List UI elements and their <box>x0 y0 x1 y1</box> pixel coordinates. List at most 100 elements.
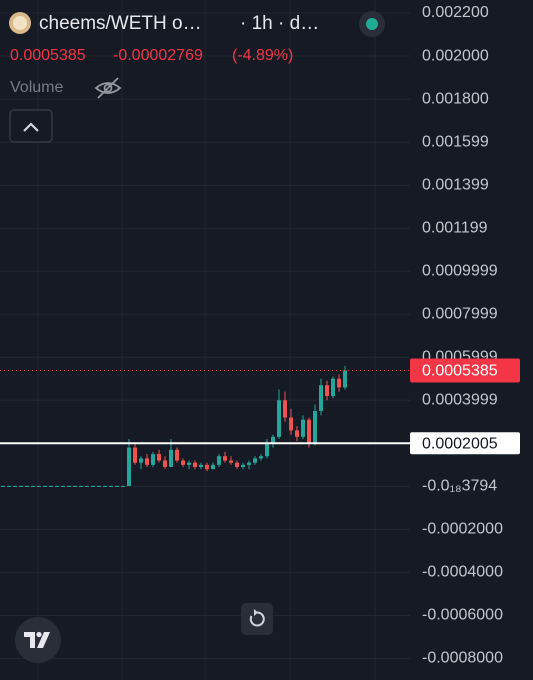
chevron-up <box>23 122 39 132</box>
candle-body <box>43 485 47 487</box>
price-label: 0.0005385 <box>422 363 498 380</box>
candle-body <box>97 485 101 487</box>
token-icon-inner <box>13 16 27 30</box>
y-tick-label: -0.0002000 <box>422 521 503 538</box>
button-frame <box>9 109 53 143</box>
candle-body <box>277 400 281 437</box>
eye-slash <box>97 77 119 99</box>
candle-body <box>79 485 83 487</box>
y-tick-label: 0.002200 <box>422 4 489 21</box>
collapse-button[interactable] <box>9 109 53 143</box>
candle-body <box>343 370 347 388</box>
candle-body <box>337 378 341 388</box>
candle-body <box>139 458 143 463</box>
horizontal-line-label: 0.0002005 <box>422 435 498 452</box>
reset-arrow <box>254 609 258 616</box>
hide-volume-icon[interactable] <box>94 77 122 99</box>
candle-body <box>169 449 173 467</box>
candle-body <box>283 400 287 418</box>
candle-body <box>163 460 167 467</box>
candle-body <box>55 485 59 487</box>
y-tick-label: 0.0003999 <box>422 392 498 409</box>
interval-info[interactable]: · 1h · d… <box>240 13 319 34</box>
horizontal-grid <box>0 12 410 659</box>
y-tick-label: -0.0006000 <box>422 607 503 624</box>
status-dot <box>366 18 378 30</box>
reset-button[interactable] <box>241 603 273 635</box>
candle-body <box>127 447 131 486</box>
y-tick-label: 0.001199 <box>422 220 488 237</box>
candle-body <box>193 462 197 467</box>
last-price: 0.0005385 <box>10 47 86 64</box>
candle-body <box>181 460 185 465</box>
candle-body <box>157 454 161 461</box>
candle-body <box>199 464 203 467</box>
logo-dot <box>36 631 42 638</box>
candle-body <box>205 464 209 470</box>
candle-body <box>103 485 107 487</box>
candle-body <box>295 430 299 437</box>
y-tick-label: 0.001599 <box>422 134 489 151</box>
eye-pupil <box>103 83 113 93</box>
y-tick-label: -0.0004000 <box>422 564 503 581</box>
candle-body <box>7 485 11 487</box>
candle-body <box>265 443 269 457</box>
y-tick-label: -0.0₁₈3794 <box>422 478 497 495</box>
button-frame <box>241 603 273 635</box>
logo-v <box>37 632 50 648</box>
volume-label[interactable]: Volume <box>10 79 63 96</box>
y-tick-label: 0.0009999 <box>422 262 498 279</box>
plot-area <box>0 365 410 487</box>
candle-body <box>175 449 179 461</box>
candle-body <box>49 485 53 487</box>
price-axis: 0.002200 0.002000 0.001800 0.001599 0.001399… <box>410 4 520 667</box>
symbol-title[interactable]: cheems/WETH o… <box>39 13 202 34</box>
candle-body <box>271 436 275 444</box>
candle-body <box>73 485 77 487</box>
price-change: -0.00002769 <box>113 47 203 64</box>
candle-body <box>187 462 191 465</box>
candle-body <box>1 485 5 487</box>
candle-body <box>253 458 257 463</box>
candle-body <box>61 485 65 487</box>
y-tick-label: 0.001800 <box>422 90 489 107</box>
candle-body <box>319 385 323 412</box>
candle-body <box>151 454 155 465</box>
price-label-box <box>410 358 520 383</box>
candle-body <box>235 462 239 467</box>
candle-body <box>325 385 329 396</box>
candle-body <box>91 485 95 487</box>
candle-body <box>247 462 251 465</box>
candle-body <box>223 456 227 461</box>
y-tick-label: 0.0007999 <box>422 305 498 322</box>
horizontal-line-label-box <box>410 432 520 455</box>
candle-body <box>13 485 17 487</box>
candle-body <box>145 458 149 465</box>
candle-body <box>121 485 125 487</box>
candle-body <box>85 485 89 487</box>
candle-body <box>229 460 233 463</box>
y-tick-label: 0.001399 <box>422 177 489 194</box>
candle-body <box>217 456 221 465</box>
candle-body <box>37 485 41 487</box>
candle-body <box>241 464 245 467</box>
candle-body <box>31 485 35 487</box>
candle-body <box>313 411 317 444</box>
y-tick-label: -0.0008000 <box>422 650 503 667</box>
candle-body <box>307 419 311 444</box>
candle-body <box>301 419 305 437</box>
candle-body <box>331 378 335 396</box>
candle-body <box>25 485 29 487</box>
tradingview-logo[interactable] <box>15 617 61 663</box>
candle-body <box>115 485 119 487</box>
candle-body <box>133 447 137 463</box>
logo-t <box>24 632 35 648</box>
candle-body <box>289 417 293 431</box>
candle-body <box>211 464 215 470</box>
candle-body <box>109 485 113 487</box>
logo-badge <box>15 617 61 663</box>
reset-arc <box>249 611 265 627</box>
price-change-percent: (-4.89%) <box>232 47 293 64</box>
